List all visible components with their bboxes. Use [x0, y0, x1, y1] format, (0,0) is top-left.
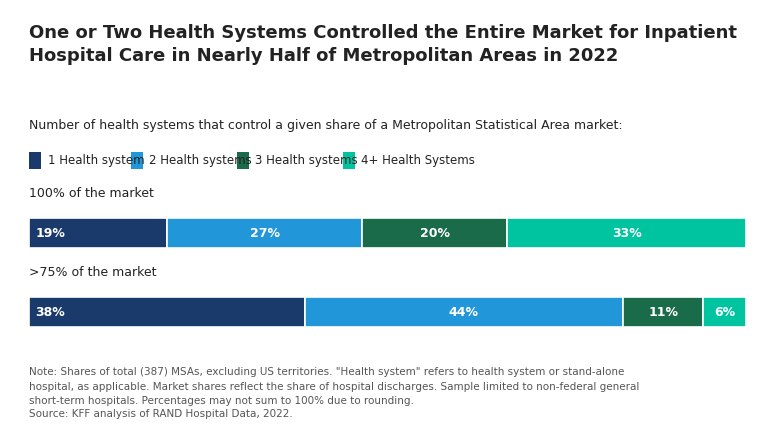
Text: 1 Health system: 1 Health system [48, 154, 144, 167]
Text: 3 Health systems: 3 Health systems [255, 154, 358, 167]
FancyBboxPatch shape [237, 152, 249, 169]
FancyBboxPatch shape [362, 218, 508, 248]
Text: >75% of the market: >75% of the market [29, 266, 157, 279]
Text: 11%: 11% [648, 306, 678, 319]
Text: 4+ Health Systems: 4+ Health Systems [361, 154, 475, 167]
Text: 27%: 27% [250, 227, 280, 240]
FancyBboxPatch shape [131, 152, 143, 169]
Text: 2 Health systems: 2 Health systems [149, 154, 252, 167]
Text: Note: Shares of total (387) MSAs, excluding US territories. "Health system" refe: Note: Shares of total (387) MSAs, exclud… [29, 367, 640, 406]
Text: Source: KFF analysis of RAND Hospital Data, 2022.: Source: KFF analysis of RAND Hospital Da… [29, 409, 293, 419]
Text: 33%: 33% [612, 227, 642, 240]
FancyBboxPatch shape [29, 152, 41, 169]
Text: One or Two Health Systems Controlled the Entire Market for Inpatient
Hospital Ca: One or Two Health Systems Controlled the… [29, 24, 737, 65]
FancyBboxPatch shape [29, 297, 305, 327]
Text: 19%: 19% [35, 227, 65, 240]
Text: 6%: 6% [714, 306, 735, 319]
FancyBboxPatch shape [29, 218, 167, 248]
FancyBboxPatch shape [343, 152, 355, 169]
FancyBboxPatch shape [167, 218, 362, 248]
Text: Number of health systems that control a given share of a Metropolitan Statistica: Number of health systems that control a … [29, 119, 623, 132]
Text: 20%: 20% [420, 227, 450, 240]
Text: 100% of the market: 100% of the market [29, 187, 154, 200]
FancyBboxPatch shape [305, 297, 624, 327]
FancyBboxPatch shape [508, 218, 746, 248]
Text: 38%: 38% [35, 306, 65, 319]
Text: 44%: 44% [449, 306, 479, 319]
FancyBboxPatch shape [703, 297, 746, 327]
FancyBboxPatch shape [624, 297, 703, 327]
